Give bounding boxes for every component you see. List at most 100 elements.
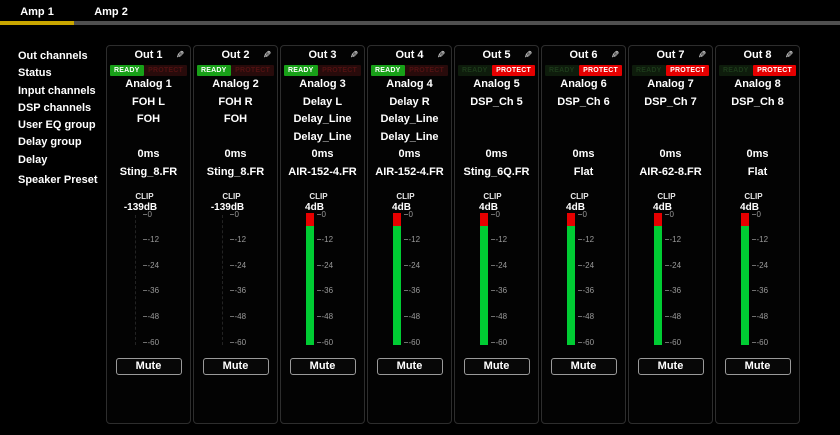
delay-value: 0ms: [485, 148, 508, 161]
tick-36: -36: [665, 287, 682, 295]
ready-badge: READY: [719, 65, 753, 76]
row-label-delay-group: Delay group: [18, 136, 82, 149]
speaker-preset-value: Sting_8.FR: [206, 165, 265, 178]
dsp-channel-value: Delay R: [389, 95, 430, 108]
dsp-channel-value: DSP_Ch 7: [644, 95, 697, 108]
tick-36: -36: [491, 287, 508, 295]
tab-amp-1[interactable]: Amp 1: [20, 6, 54, 18]
edit-channel-icon[interactable]: ✎: [697, 50, 706, 61]
meter-bar: [219, 213, 227, 345]
channel-header: Out 6 ✎: [542, 49, 625, 63]
tick-12: -12: [230, 236, 247, 244]
meter-bar-clip-segment: [566, 212, 575, 226]
tick-48: -48: [665, 312, 682, 321]
row-label-status: Status: [18, 67, 52, 80]
channel-panel: Out 1 ✎ READY PROTECT Analog 1 FOH L FOH…: [106, 45, 191, 424]
delay-value: 0ms: [224, 148, 247, 161]
level-readout: 4dB: [653, 201, 672, 213]
edit-channel-icon[interactable]: ✎: [523, 50, 532, 61]
clip-label: CLIP: [657, 191, 676, 201]
level-readout: 4dB: [392, 201, 411, 213]
edit-channel-icon[interactable]: ✎: [262, 50, 271, 61]
row-label-speaker-preset: Speaker Preset: [18, 174, 98, 187]
ready-badge: READY: [632, 65, 666, 76]
edit-channel-icon[interactable]: ✎: [436, 50, 445, 61]
user-eq-group-value: [629, 111, 712, 129]
status-badges: READY PROTECT: [719, 65, 796, 76]
row-labels-sidebar: Out channels Status Input channels DSP c…: [0, 45, 106, 424]
meter-rail: [221, 214, 223, 345]
dsp-channel-value: Delay L: [302, 95, 343, 108]
level-readout: -139dB: [210, 201, 245, 213]
meter-bar-clip-segment: [740, 212, 749, 226]
mute-button[interactable]: Mute: [376, 357, 443, 375]
mute-button[interactable]: Mute: [463, 357, 530, 375]
channel-name: Out 7: [656, 49, 685, 61]
level-readout: 4dB: [305, 201, 324, 213]
tick-12: -12: [317, 236, 334, 244]
channel-panel: Out 4 ✎ READY PROTECT Analog 4 Delay R D…: [367, 45, 452, 424]
tick-0: 0: [317, 210, 326, 219]
tick-12: -12: [752, 236, 769, 244]
tick-12: -12: [404, 236, 421, 244]
channel-panel: Out 5 ✎ READY PROTECT Analog 5 DSP_Ch 5 …: [454, 45, 539, 424]
meter-bar-green: [392, 212, 401, 345]
protect-badge: PROTECT: [231, 65, 274, 76]
channel-panel: Out 2 ✎ READY PROTECT Analog 2 FOH R FOH…: [193, 45, 278, 424]
clip-label: CLIP: [309, 191, 328, 201]
meter-scale: 0 -12 -24 -36 -48 -60: [491, 210, 527, 346]
mute-button[interactable]: Mute: [550, 357, 617, 375]
meter-bar: [653, 212, 662, 345]
channel-name: Out 1: [134, 49, 163, 61]
level-meter-block: CLIP 4dB 0 -12 -24 -36 -48 -60: [716, 192, 799, 347]
mute-button[interactable]: Mute: [724, 357, 791, 375]
status-badges: READY PROTECT: [110, 65, 187, 76]
meter-scale: 0 -12 -24 -36 -48 -60: [752, 210, 788, 346]
delay-value: 0ms: [659, 148, 682, 161]
delay-group-value: [107, 129, 190, 147]
tick-48: -48: [143, 312, 160, 321]
tab-amp-2[interactable]: Amp 2: [94, 6, 128, 18]
channel-name: Out 8: [743, 49, 772, 61]
delay-value: 0ms: [137, 148, 160, 161]
channel-header: Out 1 ✎: [107, 49, 190, 63]
edit-channel-icon[interactable]: ✎: [784, 50, 793, 61]
mute-button[interactable]: Mute: [289, 357, 356, 375]
channel-name: Out 3: [308, 49, 337, 61]
delay-group-value: [629, 129, 712, 147]
level-meter-block: CLIP 4dB 0 -12 -24 -36 -48 -60: [455, 192, 538, 347]
row-label-dsp-channels: DSP channels: [18, 101, 92, 114]
tick-24: -24: [491, 261, 508, 270]
level-meter-block: CLIP -139dB 0 -12 -24 -36 -48 -60: [107, 192, 190, 347]
channel-panel: Out 3 ✎ READY PROTECT Analog 3 Delay L D…: [280, 45, 365, 424]
tick-12: -12: [578, 236, 595, 244]
edit-channel-icon[interactable]: ✎: [349, 50, 358, 61]
edit-channel-icon[interactable]: ✎: [610, 50, 619, 61]
meter-bar-clip-segment: [305, 212, 314, 226]
ready-badge: READY: [110, 65, 144, 76]
dsp-channel-value: DSP_Ch 5: [470, 95, 523, 108]
clip-label: CLIP: [222, 191, 241, 201]
meter-bar-clip-segment: [392, 212, 401, 226]
meter-bar-green: [653, 212, 662, 345]
tick-60: -60: [491, 338, 508, 347]
ready-badge: READY: [284, 65, 318, 76]
input-channel-value: Analog 4: [386, 78, 433, 90]
meter-bar-green: [740, 212, 749, 345]
tick-36: -36: [230, 287, 247, 295]
channel-header: Out 2 ✎: [194, 49, 277, 63]
edit-channel-icon[interactable]: ✎: [175, 50, 184, 61]
mute-button[interactable]: Mute: [115, 357, 182, 375]
mute-button[interactable]: Mute: [202, 357, 269, 375]
dsp-channel-value: DSP_Ch 8: [731, 95, 784, 108]
mute-button[interactable]: Mute: [637, 357, 704, 375]
speaker-preset-value: AIR-152-4.FR: [288, 165, 357, 178]
meter-scale: 0 -12 -24 -36 -48 -60: [143, 210, 179, 346]
channel-panels: Out 1 ✎ READY PROTECT Analog 1 FOH L FOH…: [106, 45, 800, 424]
protect-badge: PROTECT: [318, 65, 361, 76]
meter-bar-green: [305, 212, 314, 345]
tick-48: -48: [752, 312, 769, 321]
tick-36: -36: [578, 287, 595, 295]
speaker-preset-value: Sting_8.FR: [119, 165, 178, 178]
delay-group-value: [455, 129, 538, 147]
